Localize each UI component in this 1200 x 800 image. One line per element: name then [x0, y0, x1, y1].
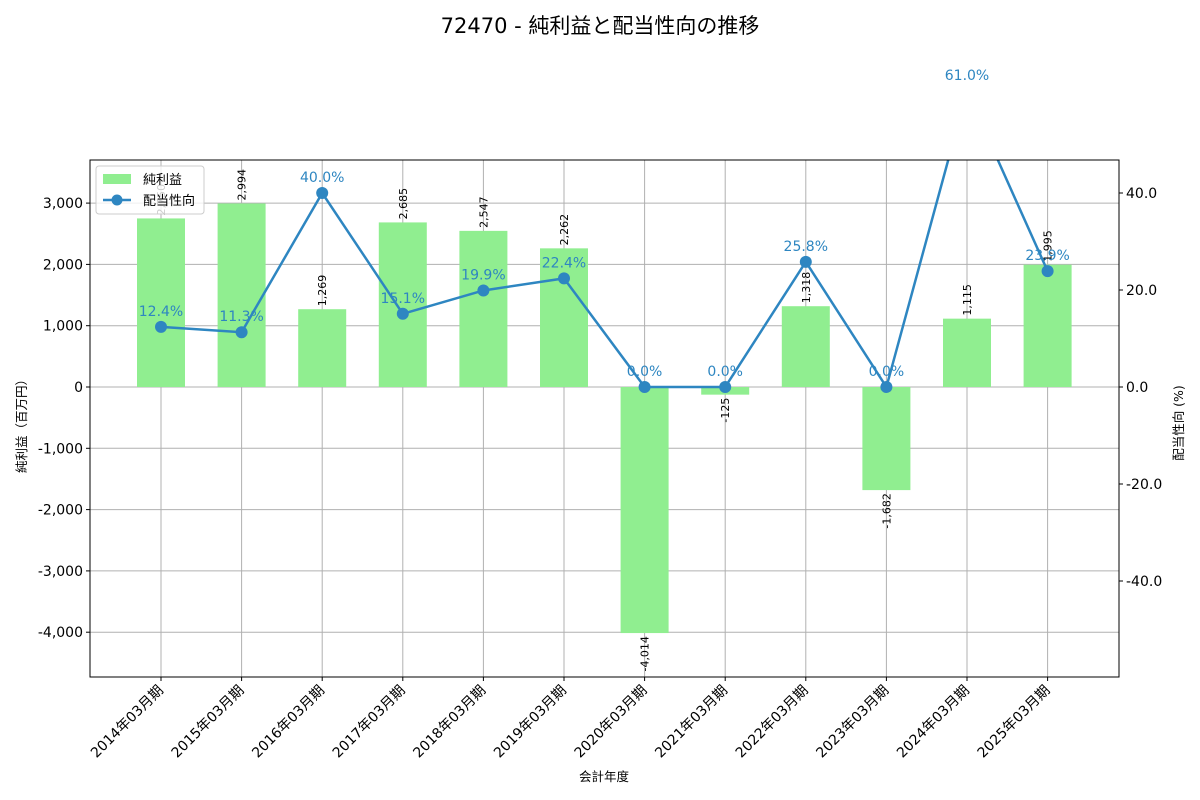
- right-axis-label: 配当性向 (%): [1171, 385, 1186, 461]
- bar-label: -1,682: [880, 493, 893, 528]
- y-tick-label-right: -20.0: [1126, 477, 1162, 493]
- bar: [781, 306, 830, 387]
- line-marker: [961, 85, 973, 97]
- pct-label: 23.9%: [1025, 248, 1069, 264]
- y-tick-label-right: -40.0: [1126, 574, 1162, 590]
- y-tick-label: -3,000: [38, 564, 83, 580]
- bar: [1023, 264, 1072, 387]
- bar-label: 1,318: [800, 272, 813, 304]
- pct-label: 61.0%: [945, 68, 989, 84]
- x-tick-label: 2022年03月期: [733, 683, 812, 762]
- bar: [620, 387, 669, 634]
- legend-label-net-income: 純利益: [143, 173, 182, 188]
- y-tick-label: 1,000: [43, 319, 83, 335]
- pct-label: 12.4%: [139, 304, 183, 320]
- y-tick-label: 0: [74, 380, 83, 396]
- y-tick-label: 2,000: [43, 257, 83, 273]
- line-value-labels: 12.4% 11.3% 40.0% 15.1% 19.9% 22.4% 0.0% 0.0% 25…: [139, 68, 1070, 380]
- bar-value-labels: 2,7502,9941,2692,6852,5472,262-4,014-125…: [155, 169, 1055, 672]
- line-marker: [316, 187, 329, 199]
- x-tick-label: 2017年03月期: [330, 683, 409, 762]
- line-marker: [799, 255, 812, 268]
- pct-label: 15.1%: [381, 291, 425, 307]
- y-tick-label-right: 40.0: [1126, 186, 1157, 202]
- bar-label: 2,547: [477, 196, 490, 228]
- bar: [862, 387, 911, 491]
- bar-label: -125: [719, 398, 732, 423]
- chart-title: 72470 - 純利益と配当性向の推移: [441, 14, 760, 38]
- bar-series-net-income: [137, 203, 1072, 634]
- bar: [298, 309, 347, 387]
- pct-label: 22.4%: [542, 255, 586, 271]
- x-tick-label: 2015年03月期: [169, 683, 248, 762]
- line-marker: [558, 272, 570, 285]
- legend: 純利益 配当性向: [95, 165, 205, 215]
- bar-label: 2,685: [397, 188, 410, 220]
- x-tick-label: 2019年03月期: [491, 683, 570, 762]
- line-marker: [719, 381, 732, 393]
- pct-label: 0.0%: [707, 364, 743, 380]
- bar: [137, 218, 185, 387]
- x-tick-label: 2018年03月期: [410, 683, 489, 762]
- x-axis: 2014年03月期 2015年03月期 2016年03月期 2017年03月期 2018…: [88, 677, 1053, 761]
- x-tick-label: 2021年03月期: [652, 683, 731, 762]
- plot-frame: [89, 159, 1120, 678]
- legend-marker-icon: [111, 194, 123, 206]
- line-marker: [880, 381, 893, 393]
- line-marker: [477, 284, 490, 297]
- line-marker: [155, 320, 167, 333]
- y-tick-label: -2,000: [38, 503, 83, 519]
- line-marker: [1041, 265, 1054, 278]
- line-marker: [638, 381, 651, 393]
- x-axis-label: 会計年度: [579, 769, 630, 784]
- line-marker: [235, 326, 248, 339]
- x-tick-label: 2023年03月期: [813, 683, 892, 762]
- x-tick-label: 2020年03月期: [572, 683, 651, 762]
- bar-label: 2,994: [236, 169, 249, 201]
- pct-label: 19.9%: [461, 267, 505, 283]
- y-tick-label: 3,000: [43, 196, 83, 212]
- legend-bar-swatch: [103, 174, 131, 184]
- bar: [378, 222, 427, 387]
- left-axis-label: 純利益（百万円）: [14, 373, 29, 473]
- pct-label: 11.3%: [219, 309, 263, 325]
- bar-label: 1,115: [961, 284, 974, 316]
- line-series-payout-ratio: [155, 85, 1054, 393]
- bar: [943, 318, 991, 387]
- bar-label: 1,995: [1042, 230, 1055, 262]
- y-tick-label-right: 20.0: [1126, 283, 1157, 299]
- bar-label: 2,262: [558, 214, 571, 246]
- pct-label: 25.8%: [784, 239, 828, 255]
- left-y-axis: 3,000 2,000 1,000 0 -1,000 -2,000 -3,000 -4,000: [38, 196, 90, 641]
- pct-label: 40.0%: [300, 170, 344, 186]
- pct-label: 0.0%: [869, 364, 905, 380]
- bar: [540, 248, 588, 387]
- x-tick-label: 2014年03月期: [88, 683, 167, 762]
- y-tick-label: -4,000: [38, 625, 83, 641]
- bar-label: 1,269: [316, 275, 329, 307]
- x-tick-label: 2024年03月期: [894, 683, 973, 762]
- legend-label-payout-ratio: 配当性向: [143, 193, 195, 209]
- bar: [217, 203, 266, 387]
- bar-label: -4,014: [639, 636, 652, 671]
- pct-label: 0.0%: [627, 364, 663, 380]
- right-y-axis: 40.0 20.0 0.0 -20.0 -40.0: [1119, 186, 1162, 590]
- line-marker: [396, 307, 409, 320]
- y-tick-label: -1,000: [38, 441, 83, 457]
- x-tick-label: 2025年03月期: [975, 683, 1054, 762]
- y-tick-label-right: 0.0: [1126, 380, 1148, 396]
- bar: [459, 230, 508, 387]
- x-tick-label: 2016年03月期: [249, 683, 328, 762]
